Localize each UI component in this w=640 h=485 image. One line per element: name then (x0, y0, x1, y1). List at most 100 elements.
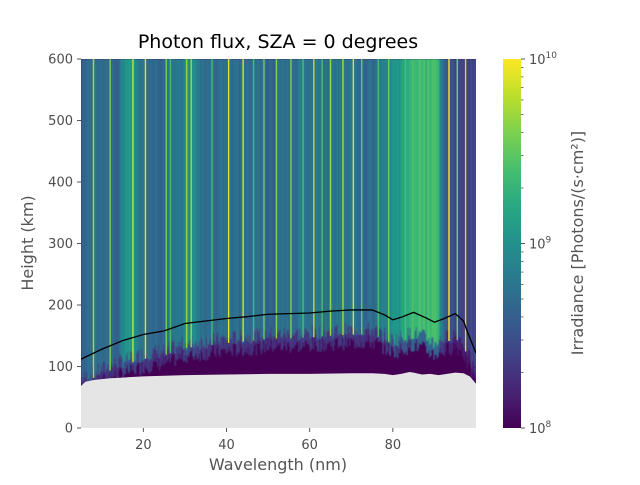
emission-line (360, 59, 363, 335)
flux-column-fade (137, 350, 139, 363)
flux-column-fade (149, 359, 151, 372)
flux-column (82, 59, 84, 383)
flux-column (294, 59, 296, 334)
flux-column (379, 59, 381, 330)
colorbar-gradient (503, 59, 521, 428)
flux-column-fade (222, 337, 224, 350)
flux-column-fade (470, 367, 473, 380)
flux-column-fade (157, 345, 160, 359)
flux-column-fade (419, 332, 422, 345)
flux-column (146, 59, 148, 357)
x-axis: 20 40 60 80 (135, 428, 401, 453)
flux-column-fade (101, 371, 104, 384)
flux-column (226, 59, 228, 338)
flux-column-fade (355, 330, 357, 344)
flux-column-fade (287, 330, 290, 343)
flux-column-fade (111, 362, 113, 376)
flux-column (335, 59, 338, 327)
flux-column-fade (473, 365, 476, 379)
flux-column (219, 59, 221, 345)
flux-column (282, 59, 284, 335)
flux-column (403, 59, 405, 343)
flux-column (458, 59, 460, 337)
flux-column-fade (216, 336, 218, 349)
flux-column-fade (279, 330, 281, 343)
flux-column-fade (154, 345, 157, 359)
flux-column-fade (155, 350, 158, 363)
flux-column-fade (220, 337, 222, 350)
emission-line (404, 59, 407, 341)
flux-column-fade (320, 339, 322, 352)
flux-column (115, 59, 117, 365)
flux-column-fade (311, 325, 314, 338)
flux-column (325, 59, 327, 338)
flux-column (398, 59, 400, 337)
flux-column-fade (454, 336, 456, 349)
flux-column (430, 59, 432, 344)
flux-column-fade (161, 349, 163, 363)
flux-column (432, 59, 434, 338)
emission-line (132, 59, 134, 363)
flux-column-fade (203, 345, 205, 358)
flux-column (285, 59, 288, 338)
flux-column (389, 59, 392, 344)
flux-column-fade (97, 363, 99, 376)
flux-column (286, 59, 289, 331)
flux-column (193, 59, 195, 348)
flux-column (429, 59, 431, 346)
flux-column (234, 59, 237, 333)
flux-column (408, 59, 410, 336)
flux-column-fade (249, 336, 251, 349)
flux-column (306, 59, 308, 332)
emission-line (185, 59, 188, 348)
flux-column (299, 59, 301, 329)
flux-column-fade (306, 331, 308, 344)
flux-column-fade (266, 338, 268, 351)
flux-column-fade (432, 337, 434, 351)
flux-column (121, 59, 123, 359)
flux-column-fade (257, 331, 260, 344)
flux-column (173, 59, 175, 343)
flux-column (343, 59, 346, 334)
flux-column-fade (241, 335, 243, 348)
flux-column-fade (225, 341, 227, 354)
flux-column (470, 59, 473, 368)
flux-column (207, 59, 210, 345)
flux-column (248, 59, 250, 343)
flux-column (383, 59, 385, 333)
flux-column-fade (354, 335, 356, 349)
emission-line (242, 59, 244, 342)
flux-column-fade (472, 360, 475, 374)
flux-column-fade (324, 330, 326, 343)
flux-column (126, 59, 129, 353)
flux-column (204, 59, 207, 349)
flux-column-fade (422, 329, 425, 342)
flux-column (391, 59, 394, 335)
flux-column (202, 59, 204, 348)
flux-column-fade (367, 322, 370, 336)
flux-column (315, 59, 318, 334)
flux-column-fade (438, 339, 440, 353)
flux-column (469, 59, 472, 352)
flux-column (268, 59, 270, 338)
flux-column (130, 59, 133, 353)
flux-column (338, 59, 341, 334)
flux-column (136, 59, 138, 354)
flux-column (215, 59, 217, 345)
flux-column (96, 59, 98, 375)
flux-column-fade (345, 322, 347, 336)
flux-column (333, 59, 335, 334)
colorbar-tick-label: 1010 (529, 51, 557, 68)
emission-line (290, 59, 292, 339)
flux-column-fade (226, 337, 228, 350)
flux-column (235, 59, 238, 344)
flux-column-fade (366, 328, 369, 341)
flux-column-fade (305, 328, 307, 341)
flux-column (351, 59, 353, 327)
flux-column-fade (468, 348, 471, 362)
flux-column (320, 59, 322, 340)
flux-column (310, 59, 313, 337)
flux-column-fade (140, 362, 142, 375)
flux-column (471, 59, 474, 362)
flux-column-fade (138, 350, 140, 364)
